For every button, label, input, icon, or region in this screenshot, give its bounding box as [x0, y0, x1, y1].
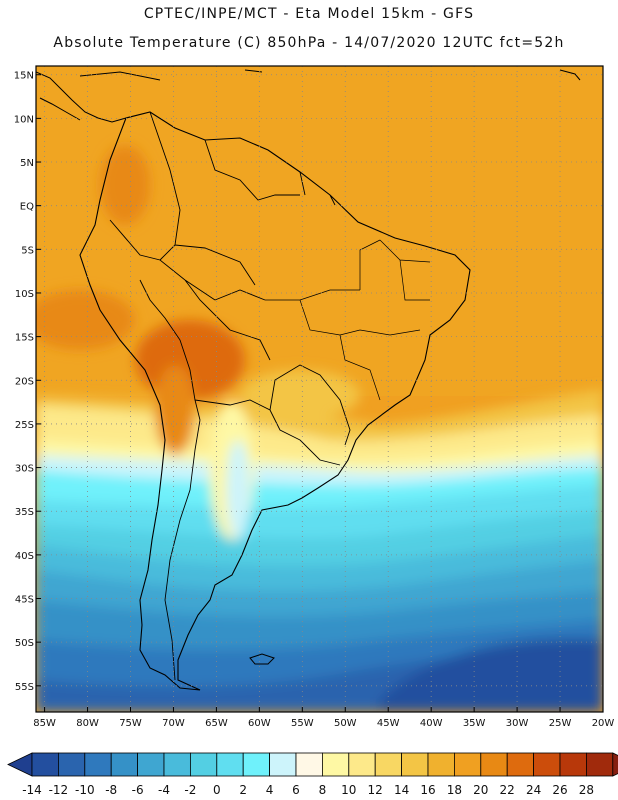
- colorbar-box: [480, 752, 508, 777]
- colorbar-box: [348, 752, 376, 777]
- lon-label: 45W: [377, 718, 400, 729]
- lon-label: 70W: [162, 718, 185, 729]
- colorbar-label: -14: [22, 783, 42, 797]
- latitude-axis: 15N 10N 5N EQ 5S 10S 15S 20S 25S 30S 35S 40S 45S 50S 5…: [14, 71, 41, 693]
- colorbar-label: -10: [75, 783, 95, 797]
- map-subtitle: Absolute Temperature (C) 850hPa - 14/07/…: [53, 35, 565, 51]
- colorbar-label: 18: [447, 783, 462, 797]
- colorbar-box: [321, 752, 350, 777]
- temperature-field: [36, 66, 603, 712]
- lon-label: 40W: [420, 718, 443, 729]
- lon-label: 50W: [334, 718, 357, 729]
- lon-label: 60W: [248, 718, 271, 729]
- colorbar-label: 4: [266, 783, 274, 797]
- lat-label: 15S: [15, 333, 34, 344]
- colorbar-label: -12: [49, 783, 69, 797]
- colorbar-label: 22: [500, 783, 515, 797]
- colorbar-label: 24: [526, 783, 541, 797]
- lon-label: 75W: [119, 718, 142, 729]
- map-border: [35, 65, 604, 713]
- lat-label: EQ: [20, 202, 34, 213]
- lat-label: 50S: [15, 638, 34, 649]
- colorbar-max-arrow: [612, 752, 618, 777]
- colorbar-box: [269, 752, 297, 777]
- colorbar-label: 20: [473, 783, 488, 797]
- colorbar-box: [242, 752, 270, 777]
- colorbar-box: [401, 752, 429, 777]
- central-america-outline: [36, 71, 127, 123]
- colorbar-label: 10: [341, 783, 356, 797]
- continent-outline: [79, 111, 471, 691]
- colorbar-box: [295, 752, 323, 777]
- lat-label: 30S: [15, 464, 34, 475]
- colorbar-label: 8: [319, 783, 327, 797]
- lat-label: 5N: [20, 158, 34, 169]
- lat-label: 15N: [14, 71, 34, 82]
- colorbar-label: -2: [184, 783, 196, 797]
- lat-label: 10N: [14, 114, 34, 125]
- colorbar-box: [533, 752, 561, 777]
- colorbar-label: 26: [552, 783, 567, 797]
- lon-label: 80W: [76, 718, 99, 729]
- lat-label: 35S: [15, 507, 34, 518]
- colorbar-label: -6: [132, 783, 144, 797]
- colorbar-box: [189, 752, 218, 777]
- colorbar-box: [427, 752, 455, 777]
- lat-label: 5S: [21, 245, 34, 256]
- colorbar-label: -4: [158, 783, 170, 797]
- colorbar-box: [163, 752, 191, 777]
- lon-label: 65W: [205, 718, 228, 729]
- lat-label: 40S: [15, 551, 34, 562]
- lon-label: 85W: [33, 718, 56, 729]
- colorbar-box: [559, 752, 587, 777]
- country-borders: [109, 111, 351, 681]
- lon-label: 30W: [506, 718, 529, 729]
- lat-label: 10S: [15, 289, 34, 300]
- colorbar-label: 16: [420, 783, 435, 797]
- lon-label: 20W: [592, 718, 615, 729]
- colorbar-box: [586, 752, 614, 777]
- map-title: CPTEC/INPE/MCT - Eta Model 15km - GFS: [143, 6, 475, 22]
- colorbar-min-arrow: [7, 752, 33, 777]
- colorbar-box: [137, 752, 165, 777]
- colorbar-box: [506, 752, 535, 777]
- longitude-axis: 85W 80W 75W 70W 65W 60W 55W 50W 45W 40W 35W 30W 25W 2…: [33, 707, 614, 729]
- lon-label: 55W: [291, 718, 314, 729]
- colorbar-label: -8: [105, 783, 117, 797]
- colorbar-box: [58, 752, 86, 777]
- lat-label: 20S: [15, 376, 34, 387]
- falkland-islands: [249, 653, 275, 665]
- state-borders: [265, 239, 431, 401]
- colorbar-label: 2: [239, 783, 247, 797]
- lon-label: 35W: [463, 718, 486, 729]
- colorbar-label: 12: [368, 783, 383, 797]
- lat-label: 55S: [15, 682, 34, 693]
- colorbar-box: [453, 752, 482, 777]
- lon-label: 25W: [549, 718, 572, 729]
- colorbar-box: [374, 752, 403, 777]
- colorbar-box: [31, 752, 59, 777]
- colorbar-label: 6: [292, 783, 300, 797]
- lat-label: 45S: [15, 595, 34, 606]
- colorbar-label: 0: [213, 783, 221, 797]
- colorbar-label: 28: [579, 783, 594, 797]
- colorbar-box: [110, 752, 138, 777]
- colorbar-box: [216, 752, 244, 777]
- colorbar-label: 14: [394, 783, 409, 797]
- colorbar-box: [84, 752, 112, 777]
- lat-label: 25S: [15, 420, 34, 431]
